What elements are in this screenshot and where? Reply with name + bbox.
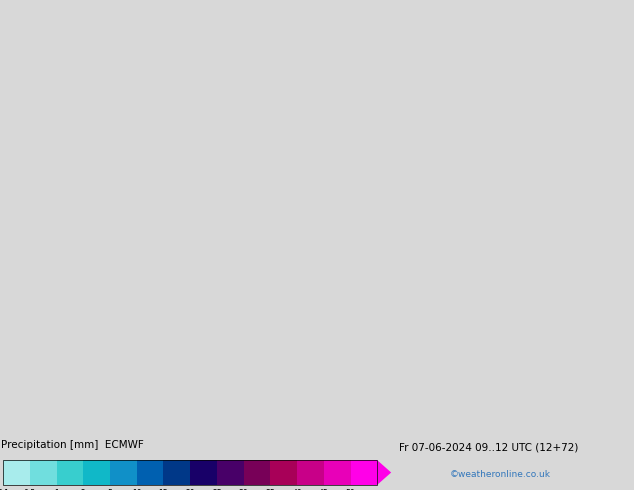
Text: 35: 35	[266, 489, 275, 490]
Text: 15: 15	[158, 489, 168, 490]
Text: 40: 40	[292, 489, 302, 490]
Bar	[190, 460, 217, 485]
Text: 0.5: 0.5	[24, 489, 36, 490]
Bar	[351, 460, 377, 485]
Bar	[3, 460, 30, 485]
Bar	[56, 460, 83, 485]
Bar	[243, 460, 270, 485]
Polygon shape	[377, 460, 391, 485]
Bar	[137, 460, 164, 485]
Bar	[110, 460, 137, 485]
Text: 0.1: 0.1	[0, 489, 9, 490]
Text: Precipitation [mm]  ECMWF: Precipitation [mm] ECMWF	[1, 440, 144, 450]
Text: 1: 1	[55, 489, 59, 490]
Text: 5: 5	[108, 489, 112, 490]
Bar	[324, 460, 351, 485]
Bar	[270, 460, 297, 485]
Bar	[83, 460, 110, 485]
Text: 45: 45	[319, 489, 328, 490]
Text: Fr 07-06-2024 09..12 UTC (12+72): Fr 07-06-2024 09..12 UTC (12+72)	[399, 442, 579, 453]
Text: 50: 50	[346, 489, 356, 490]
Bar	[217, 460, 243, 485]
Bar	[3, 460, 377, 485]
Text: 25: 25	[212, 489, 222, 490]
Bar	[297, 460, 324, 485]
Bar	[30, 460, 56, 485]
Text: 30: 30	[239, 489, 249, 490]
Text: 10: 10	[132, 489, 141, 490]
Text: ©weatheronline.co.uk: ©weatheronline.co.uk	[450, 470, 551, 479]
Bar	[164, 460, 190, 485]
Text: 20: 20	[185, 489, 195, 490]
Text: 2: 2	[81, 489, 86, 490]
